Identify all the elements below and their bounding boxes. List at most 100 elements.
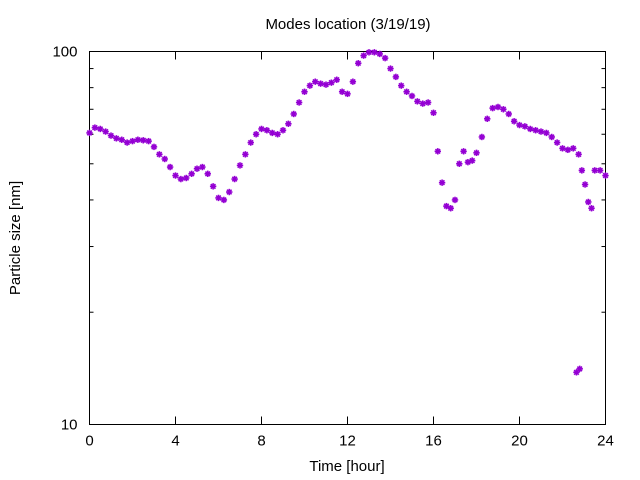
data-point [596,167,604,174]
data-point [156,151,163,158]
data-point [86,129,93,137]
data-point [510,118,518,125]
data-point [570,145,577,152]
data-point [199,163,206,171]
data-point [489,104,496,112]
data-point [564,146,572,154]
data-point [301,88,308,95]
data-point [456,160,463,167]
data-point [242,151,249,158]
data-point [279,127,287,134]
data-point [447,205,454,212]
data-point [226,188,233,196]
data-point [204,170,211,178]
x-axis-label: Time [hour] [309,458,384,475]
y-axis: 10 100 [52,44,606,434]
data-point [102,128,109,135]
data-point [317,80,324,87]
data-point [543,129,550,137]
data-point [145,137,152,145]
data-point [322,81,330,88]
data-point [553,139,561,146]
data-points [86,49,609,376]
data-point [91,124,99,131]
data-point [559,145,566,152]
data-point [365,49,373,56]
data-point [376,50,383,58]
data-point [150,143,158,151]
data-point [258,125,265,133]
data-point [521,123,529,130]
data-point [451,196,459,204]
data-point [392,73,400,81]
data-point [398,82,405,89]
data-point [403,88,410,95]
data-point [129,137,136,145]
data-point [172,172,179,179]
data-point [263,127,271,134]
data-point [209,183,217,190]
data-point [355,60,362,67]
data-point [118,136,125,143]
data-point [166,163,174,171]
x-tick-label: 0 [85,433,93,450]
x-tick-label: 16 [425,433,442,450]
x-tick-label: 20 [511,433,528,450]
x-axis: 0 4 8 12 16 20 24 [85,51,614,450]
data-point [252,131,260,138]
data-point [500,106,507,113]
plot-frame [89,51,606,425]
x-tick-label: 4 [171,433,179,450]
data-point [188,170,195,178]
data-point [107,132,115,139]
data-point [344,90,351,98]
data-point [532,127,539,134]
data-point [473,149,480,157]
data-point [333,76,340,83]
data-point [360,52,367,59]
data-point [585,198,592,206]
data-point [576,365,583,373]
y-tick-label: 10 [61,417,78,434]
data-point [349,78,357,85]
data-point [484,115,491,123]
y-tick-label: 100 [52,44,77,61]
data-point [177,175,185,183]
data-point [419,100,426,107]
data-point [588,205,595,212]
x-tick-label: 12 [339,433,356,450]
data-point [247,139,254,146]
data-point [193,165,201,172]
data-point [231,175,238,183]
data-point [97,125,104,133]
data-point [602,172,609,179]
data-point [123,139,131,146]
data-point [438,179,446,186]
x-tick-label: 24 [597,433,614,450]
data-point [215,194,222,202]
data-point [290,110,297,118]
data-point [573,369,580,376]
data-point [505,110,512,118]
data-point [460,148,467,155]
data-point [134,136,142,143]
data-point [494,103,502,111]
data-point [387,65,394,72]
data-point [434,148,441,155]
x-tick-label: 8 [257,433,265,450]
data-point [269,129,276,137]
data-point [537,128,545,135]
data-point [414,98,421,105]
data-point [408,92,416,100]
data-point [113,135,120,142]
data-point [183,174,190,182]
data-point [478,133,486,141]
data-point [140,137,147,144]
data-point [220,196,228,204]
data-point [381,54,389,62]
data-point [161,155,168,163]
data-point [578,167,586,174]
data-point [274,131,281,138]
data-point [236,162,244,169]
